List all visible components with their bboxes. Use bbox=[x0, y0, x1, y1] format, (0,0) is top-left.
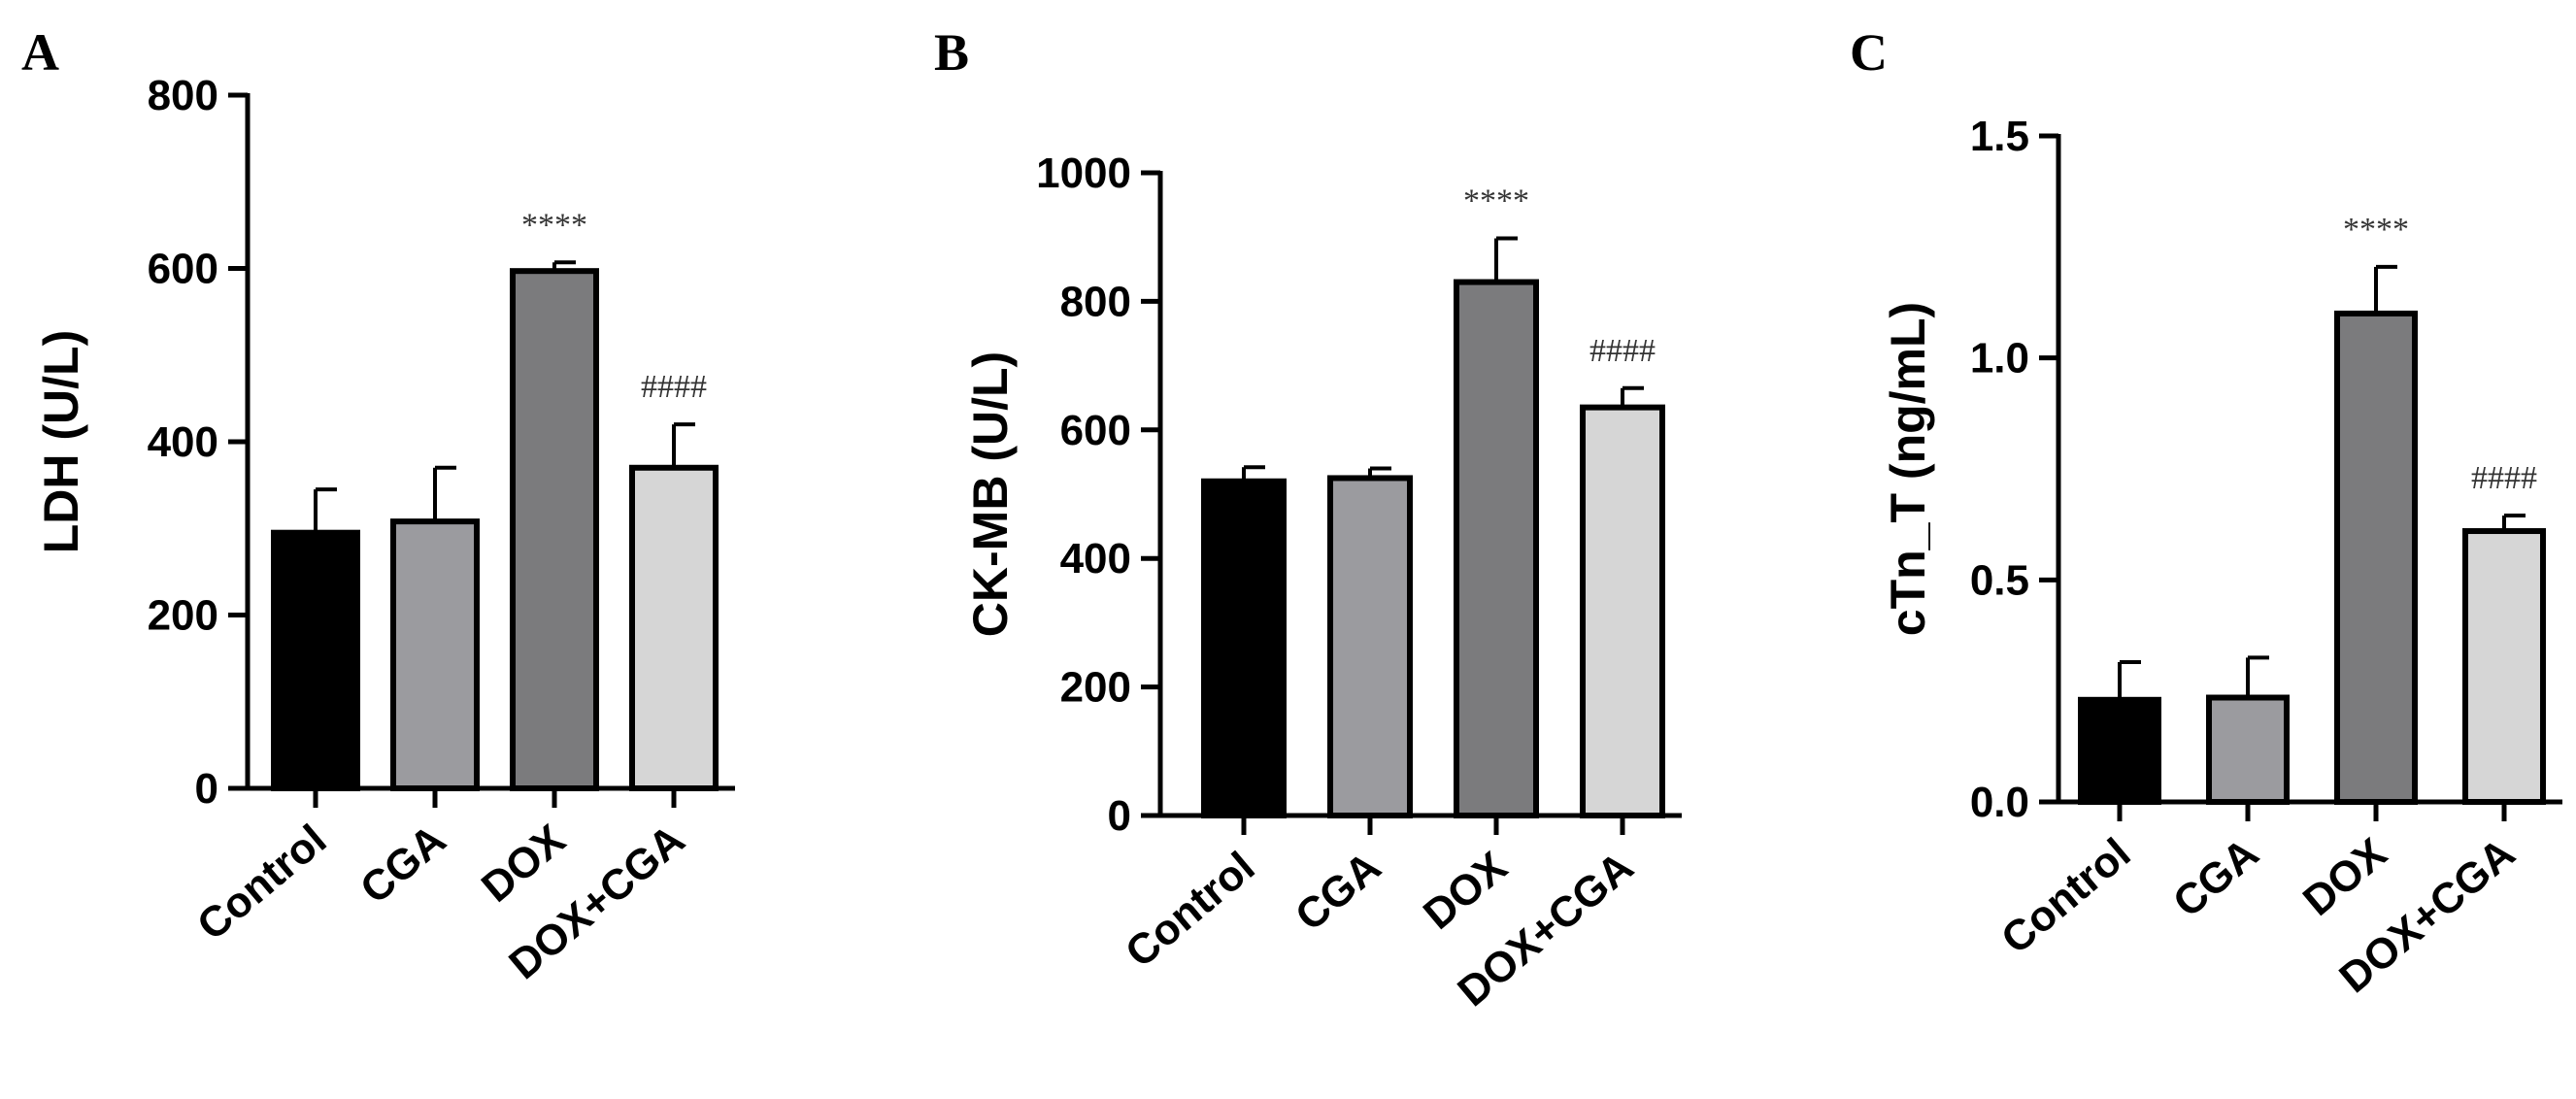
y-tick-label: 0 bbox=[1108, 792, 1131, 840]
panel-letter: A bbox=[21, 23, 59, 82]
chart-panel-c: C 0.0 0.5 1.0 1.5 cTn_T (ng/mL) Control CGA ****… bbox=[1850, 23, 2562, 1002]
significance-label: **** bbox=[521, 207, 587, 243]
significance-label: **** bbox=[2343, 212, 2409, 248]
y-tick-label: 1.5 bbox=[1970, 113, 2029, 160]
x-tick-label: CGA bbox=[351, 816, 454, 913]
bar bbox=[2206, 694, 2290, 806]
bar bbox=[390, 518, 480, 791]
x-tick-label: Control bbox=[188, 816, 335, 949]
y-tick-label: 400 bbox=[1060, 535, 1131, 583]
y-axis-title: cTn_T (ng/mL) bbox=[1881, 302, 1935, 636]
y-tick-label: 600 bbox=[1060, 407, 1131, 454]
significance-label: **** bbox=[1463, 183, 1529, 219]
y-axis-title: LDH (U/L) bbox=[34, 330, 88, 554]
y-tick-label: 1.0 bbox=[1970, 335, 2029, 383]
bar bbox=[2078, 696, 2161, 806]
x-tick-label: DOX bbox=[473, 816, 575, 912]
x-tick-label: DOX bbox=[2294, 829, 2396, 925]
y-tick-label: 200 bbox=[148, 592, 218, 640]
x-tick-label: Control bbox=[1117, 843, 1263, 977]
x-tick-label: CGA bbox=[1287, 843, 1389, 940]
chart-panel-a: A 0 200 400 600 800 LDH (U/L) Control CGA **** DOX… bbox=[21, 23, 735, 988]
bar bbox=[1454, 279, 1539, 819]
y-axis-title: CK-MB (U/L) bbox=[963, 351, 1018, 637]
bar bbox=[1327, 475, 1413, 818]
bar bbox=[2334, 310, 2418, 805]
y-tick-label: 800 bbox=[148, 72, 218, 119]
panel-letter: B bbox=[934, 23, 969, 82]
bar bbox=[510, 268, 599, 791]
bar bbox=[1580, 404, 1665, 818]
y-tick-label: 0.0 bbox=[1970, 779, 2029, 826]
significance-label: #### bbox=[1589, 333, 1656, 369]
y-tick-label: 800 bbox=[1060, 278, 1131, 325]
bar bbox=[1201, 478, 1287, 818]
y-tick-label: 0 bbox=[195, 765, 218, 813]
chart-panel-b: B 0 200 400 600 800 1000 CK-MB (U/L) Control CGA *… bbox=[934, 23, 1682, 1016]
bar bbox=[629, 464, 719, 791]
y-tick-label: 400 bbox=[148, 418, 218, 466]
bar bbox=[271, 529, 360, 792]
x-tick-label: Control bbox=[1992, 829, 2139, 963]
y-tick-label: 600 bbox=[148, 246, 218, 293]
bar bbox=[2462, 528, 2546, 805]
significance-label: #### bbox=[2471, 460, 2537, 496]
y-tick-label: 0.5 bbox=[1970, 556, 2029, 604]
significance-label: #### bbox=[641, 369, 707, 405]
y-tick-label: 200 bbox=[1060, 664, 1131, 712]
panel-letter: C bbox=[1850, 23, 1888, 82]
x-tick-label: DOX bbox=[1415, 843, 1517, 939]
y-tick-label: 1000 bbox=[1036, 150, 1131, 197]
x-tick-label: CGA bbox=[2164, 829, 2267, 926]
